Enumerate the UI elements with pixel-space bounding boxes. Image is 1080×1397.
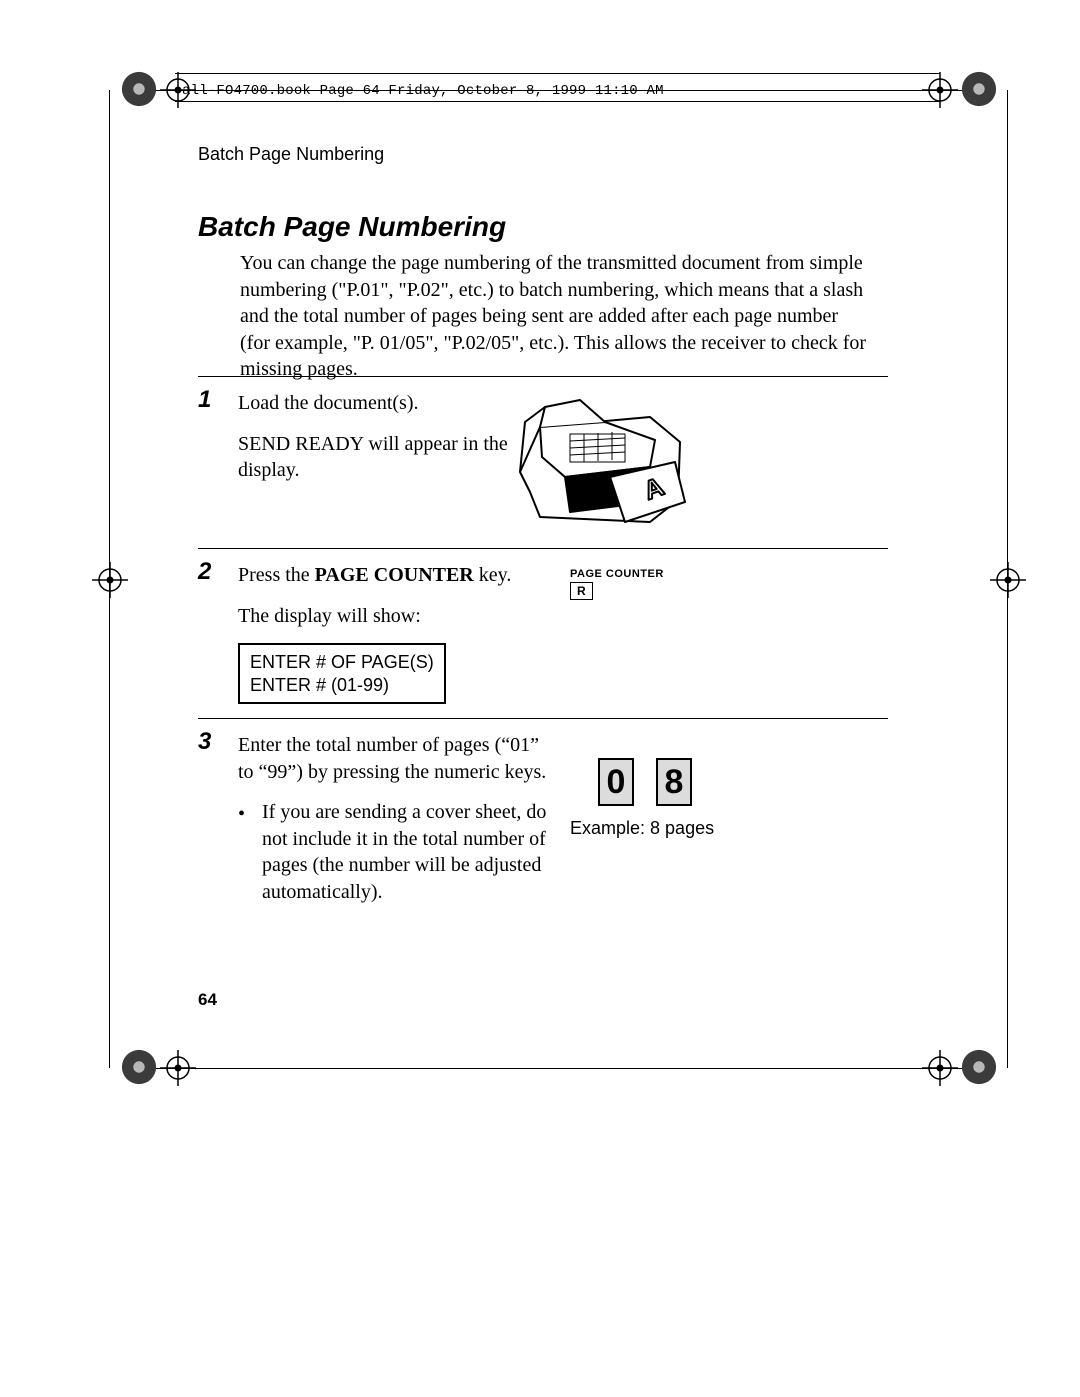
key-label: PAGE COUNTER <box>570 568 664 580</box>
crop-rule-right <box>1007 90 1008 1068</box>
crosshair-icon <box>990 562 1026 598</box>
display-line: ENTER # (01-99) <box>250 674 434 697</box>
text-bold: PAGE COUNTER <box>315 564 474 586</box>
display-line: ENTER # OF PAGE(S) <box>250 651 434 674</box>
meta-rule-bottom <box>175 101 940 102</box>
bullet-text: If you are sending a cover sheet, do not… <box>262 799 562 905</box>
example-caption: Example: 8 pages <box>570 818 714 839</box>
registration-disc-icon <box>960 1048 998 1086</box>
section-divider <box>198 718 888 719</box>
bullet-icon: • <box>238 801 245 828</box>
crop-rule-bottom <box>138 1068 978 1069</box>
step-3: 3 Enter the total number of pages (“01” … <box>198 732 888 920</box>
lcd-display: ENTER # OF PAGE(S) ENTER # (01-99) <box>238 643 446 704</box>
step-text: Enter the total number of pages (“01” to… <box>238 732 558 785</box>
step-2: 2 Press the PAGE COUNTER key. The displa… <box>198 562 888 704</box>
step-number: 3 <box>198 728 211 756</box>
fax-machine-icon: A <box>510 382 690 532</box>
crosshair-icon <box>160 1050 196 1086</box>
crosshair-icon <box>922 1050 958 1086</box>
registration-disc-icon <box>120 70 158 108</box>
digit-keys: 0 8 <box>598 758 710 806</box>
text: Press the <box>238 564 315 586</box>
meta-rule-top <box>175 73 940 74</box>
running-head: Batch Page Numbering <box>198 144 384 165</box>
page-number: 64 <box>198 990 217 1010</box>
step-text: The display will show: <box>238 603 548 630</box>
registration-disc-icon <box>960 70 998 108</box>
crop-rule-left <box>109 90 110 1068</box>
manual-page: all-FO4700.book Page 64 Friday, October … <box>0 0 1080 1397</box>
step-text: SEND READY will appear in the display. <box>238 431 548 484</box>
section-divider <box>198 548 888 549</box>
page-counter-key-icon: PAGE COUNTER R <box>570 568 664 600</box>
step-number: 2 <box>198 558 211 586</box>
text: key. <box>474 564 512 586</box>
section-divider <box>198 376 888 377</box>
digit-key: 8 <box>656 758 692 806</box>
intro-paragraph: You can change the page numbering of the… <box>240 250 870 383</box>
crosshair-icon <box>92 562 128 598</box>
digit-key: 0 <box>598 758 634 806</box>
step-text: Load the document(s). <box>238 390 548 417</box>
key-letter: R <box>570 582 593 600</box>
page-title: Batch Page Numbering <box>198 211 506 243</box>
step-number: 1 <box>198 386 211 414</box>
step-text: Press the PAGE COUNTER key. <box>238 562 548 589</box>
source-meta: all-FO4700.book Page 64 Friday, October … <box>182 83 664 99</box>
crosshair-icon <box>922 72 958 108</box>
registration-disc-icon <box>120 1048 158 1086</box>
